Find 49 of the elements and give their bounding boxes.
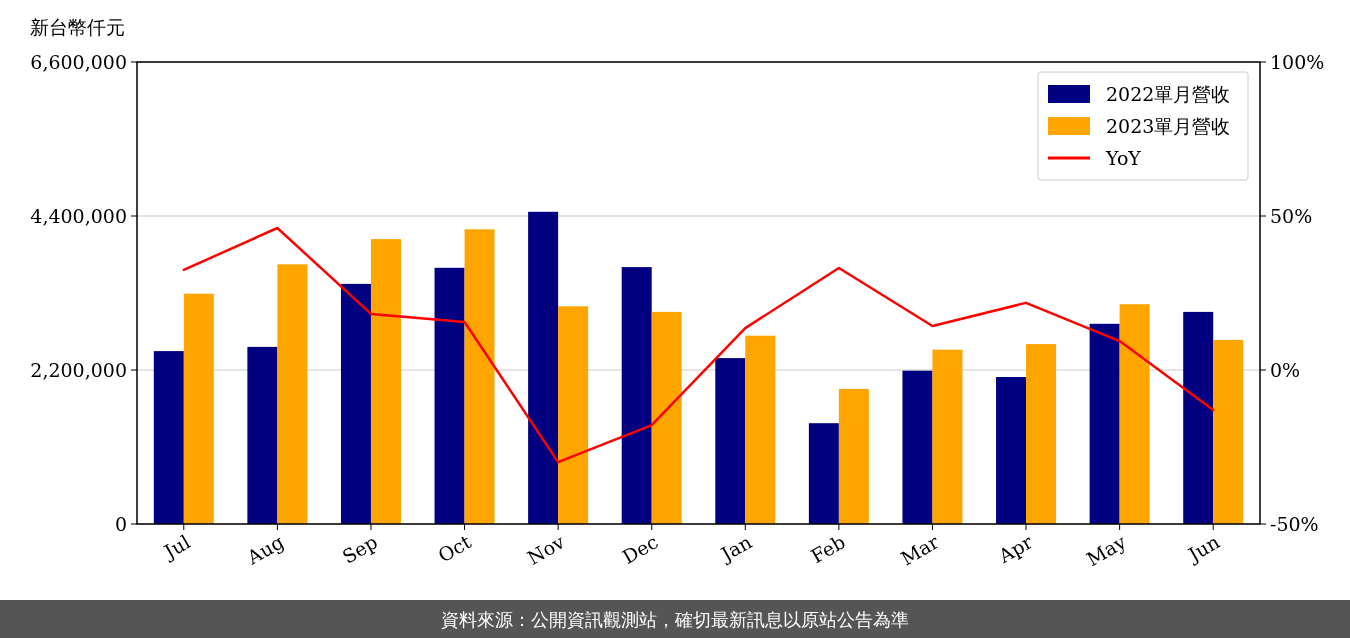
bar bbox=[464, 229, 495, 524]
y2-tick-label: 0% bbox=[1270, 359, 1301, 381]
x-tick-label: Apr bbox=[993, 529, 1037, 568]
bar bbox=[808, 423, 839, 524]
bar bbox=[651, 311, 682, 524]
y2-tick-label: 50% bbox=[1270, 205, 1313, 227]
bar bbox=[1213, 339, 1244, 524]
bar bbox=[528, 211, 559, 524]
bar bbox=[745, 335, 776, 524]
y-axis-title: 新台幣仟元 bbox=[30, 16, 125, 38]
x-tick-label: Jan bbox=[715, 530, 756, 567]
bar bbox=[558, 306, 589, 524]
bar bbox=[153, 351, 184, 524]
bar bbox=[1026, 344, 1057, 524]
bar bbox=[932, 349, 963, 524]
bar bbox=[434, 267, 465, 524]
bar bbox=[247, 346, 278, 524]
y2-tick-label: -50% bbox=[1270, 513, 1319, 535]
bar bbox=[1089, 323, 1120, 524]
y-tick-label: 2,200,000 bbox=[30, 359, 127, 381]
y2-tick-label: 100% bbox=[1270, 51, 1325, 73]
y-tick-label: 6,600,000 bbox=[30, 51, 127, 73]
y-tick-label: 4,400,000 bbox=[30, 205, 127, 227]
bar bbox=[1183, 311, 1214, 524]
bar bbox=[183, 293, 214, 524]
x-tick-label: Feb bbox=[807, 530, 849, 568]
bar bbox=[621, 267, 652, 524]
bar bbox=[715, 358, 746, 524]
x-tick-label: Dec bbox=[618, 530, 662, 569]
bar bbox=[996, 377, 1027, 524]
x-tick-label: Jul bbox=[158, 530, 194, 564]
x-tick-label: Mar bbox=[896, 529, 944, 570]
x-tick-label: Nov bbox=[523, 530, 569, 569]
bar bbox=[370, 239, 401, 524]
x-tick-label: Jun bbox=[1182, 530, 1224, 567]
x-tick-label: Oct bbox=[434, 530, 475, 567]
legend-label: YoY bbox=[1105, 147, 1142, 169]
y-tick-label: 0 bbox=[114, 513, 127, 535]
legend-label: 2022單月營收 bbox=[1106, 83, 1231, 105]
bar bbox=[340, 283, 371, 524]
bar bbox=[1119, 304, 1150, 524]
x-tick-label: Aug bbox=[242, 530, 288, 570]
x-tick-label: May bbox=[1082, 530, 1130, 571]
bar bbox=[838, 388, 869, 524]
bar bbox=[277, 264, 308, 524]
source-note: 資料來源：公開資訊觀測站，確切最新訊息以原站公告為準 bbox=[441, 609, 909, 630]
legend-label: 2023單月營收 bbox=[1106, 115, 1231, 137]
x-tick-label: Sep bbox=[338, 530, 381, 568]
bar bbox=[902, 370, 933, 524]
